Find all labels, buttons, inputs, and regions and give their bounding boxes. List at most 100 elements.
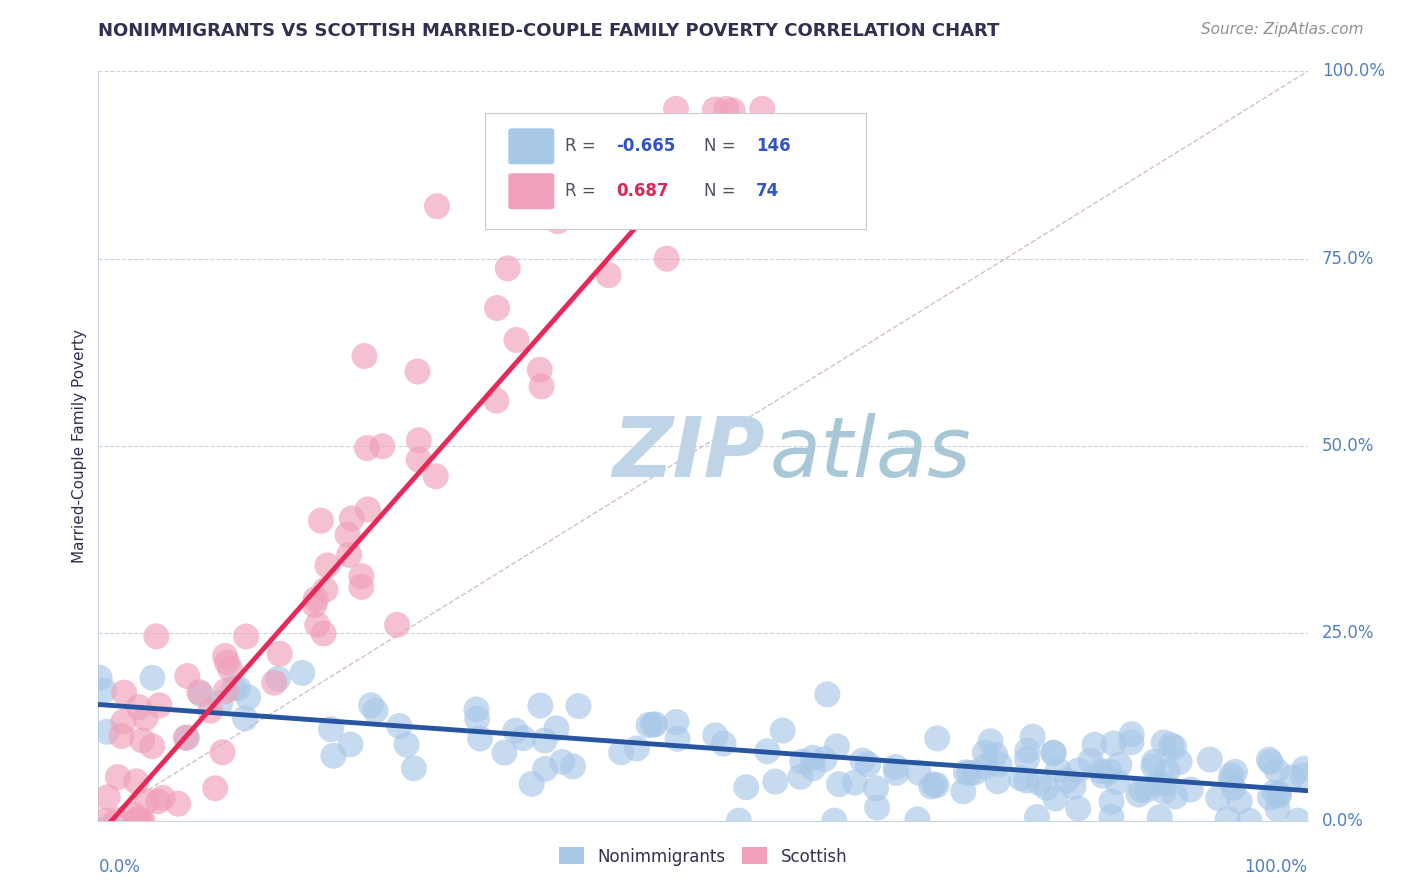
Point	[927, 731, 949, 746]
Point	[200, 704, 222, 718]
Point	[637, 718, 659, 732]
Point	[1206, 791, 1229, 805]
Point	[339, 738, 361, 752]
Point	[1268, 787, 1291, 801]
Point	[468, 731, 491, 746]
Point	[291, 665, 314, 680]
Point	[1267, 802, 1289, 816]
Point	[233, 711, 256, 725]
Point	[131, 814, 153, 828]
Point	[353, 349, 375, 363]
Point	[167, 797, 190, 811]
Point	[1180, 782, 1202, 797]
Point	[1239, 814, 1261, 828]
Point	[1222, 780, 1244, 795]
Point	[1080, 754, 1102, 768]
Point	[751, 102, 773, 116]
Point	[135, 711, 157, 725]
Point	[1017, 744, 1039, 758]
Point	[825, 739, 848, 754]
Point	[1164, 789, 1187, 804]
Point	[152, 791, 174, 805]
Point	[209, 696, 232, 710]
Point	[1130, 782, 1153, 797]
Point	[1263, 785, 1285, 799]
Text: 74: 74	[756, 182, 779, 200]
Point	[141, 739, 163, 754]
Point	[131, 733, 153, 747]
Point	[307, 617, 329, 632]
Point	[728, 814, 751, 828]
Point	[957, 766, 980, 780]
Point	[337, 548, 360, 562]
Point	[987, 774, 1010, 789]
Text: 100.0%: 100.0%	[1244, 858, 1308, 876]
Point	[319, 723, 342, 737]
Text: 0.0%: 0.0%	[1322, 812, 1364, 830]
Point	[984, 747, 1007, 762]
Point	[146, 794, 169, 808]
Point	[1015, 752, 1038, 766]
Point	[204, 781, 226, 796]
Point	[644, 717, 666, 731]
Point	[655, 252, 678, 266]
Point	[364, 704, 387, 718]
Text: Source: ZipAtlas.com: Source: ZipAtlas.com	[1201, 22, 1364, 37]
Point	[988, 757, 1011, 772]
Point	[1154, 776, 1177, 790]
Point	[226, 681, 249, 695]
Point	[1067, 802, 1090, 816]
Point	[305, 592, 328, 607]
FancyBboxPatch shape	[509, 128, 554, 164]
Point	[1199, 753, 1222, 767]
Point	[96, 724, 118, 739]
Point	[304, 598, 326, 612]
Point	[1042, 746, 1064, 760]
Point	[110, 729, 132, 743]
Point	[314, 582, 336, 597]
Point	[955, 765, 977, 780]
Point	[546, 722, 568, 736]
Point	[735, 780, 758, 795]
Point	[269, 647, 291, 661]
Point	[529, 363, 551, 377]
Point	[93, 683, 115, 698]
Point	[312, 626, 335, 640]
Point	[610, 745, 633, 759]
Point	[406, 364, 429, 378]
Point	[1258, 790, 1281, 805]
Point	[1223, 764, 1246, 779]
Point	[385, 617, 408, 632]
Point	[952, 784, 974, 798]
Text: 50.0%: 50.0%	[1322, 437, 1375, 455]
Point	[408, 452, 430, 467]
Point	[920, 780, 942, 794]
Text: -0.665: -0.665	[616, 137, 675, 155]
Point	[1091, 769, 1114, 783]
Point	[512, 731, 534, 746]
Point	[1157, 764, 1180, 779]
Point	[505, 333, 527, 347]
Point	[823, 814, 845, 828]
Point	[267, 672, 290, 686]
Point	[925, 778, 948, 792]
Point	[426, 199, 449, 213]
Point	[112, 685, 135, 699]
Point	[356, 441, 378, 455]
Point	[176, 669, 198, 683]
Point	[89, 671, 111, 685]
Point	[844, 775, 866, 789]
Point	[666, 731, 689, 746]
Point	[852, 754, 875, 768]
Point	[235, 630, 257, 644]
Point	[1147, 776, 1170, 790]
Point	[980, 734, 1002, 748]
Point	[1121, 735, 1143, 749]
Point	[357, 502, 380, 516]
Point	[973, 746, 995, 760]
Point	[801, 761, 824, 775]
Text: 75.0%: 75.0%	[1322, 250, 1375, 268]
Point	[395, 738, 418, 752]
Point	[1136, 782, 1159, 797]
Point	[1099, 795, 1122, 809]
